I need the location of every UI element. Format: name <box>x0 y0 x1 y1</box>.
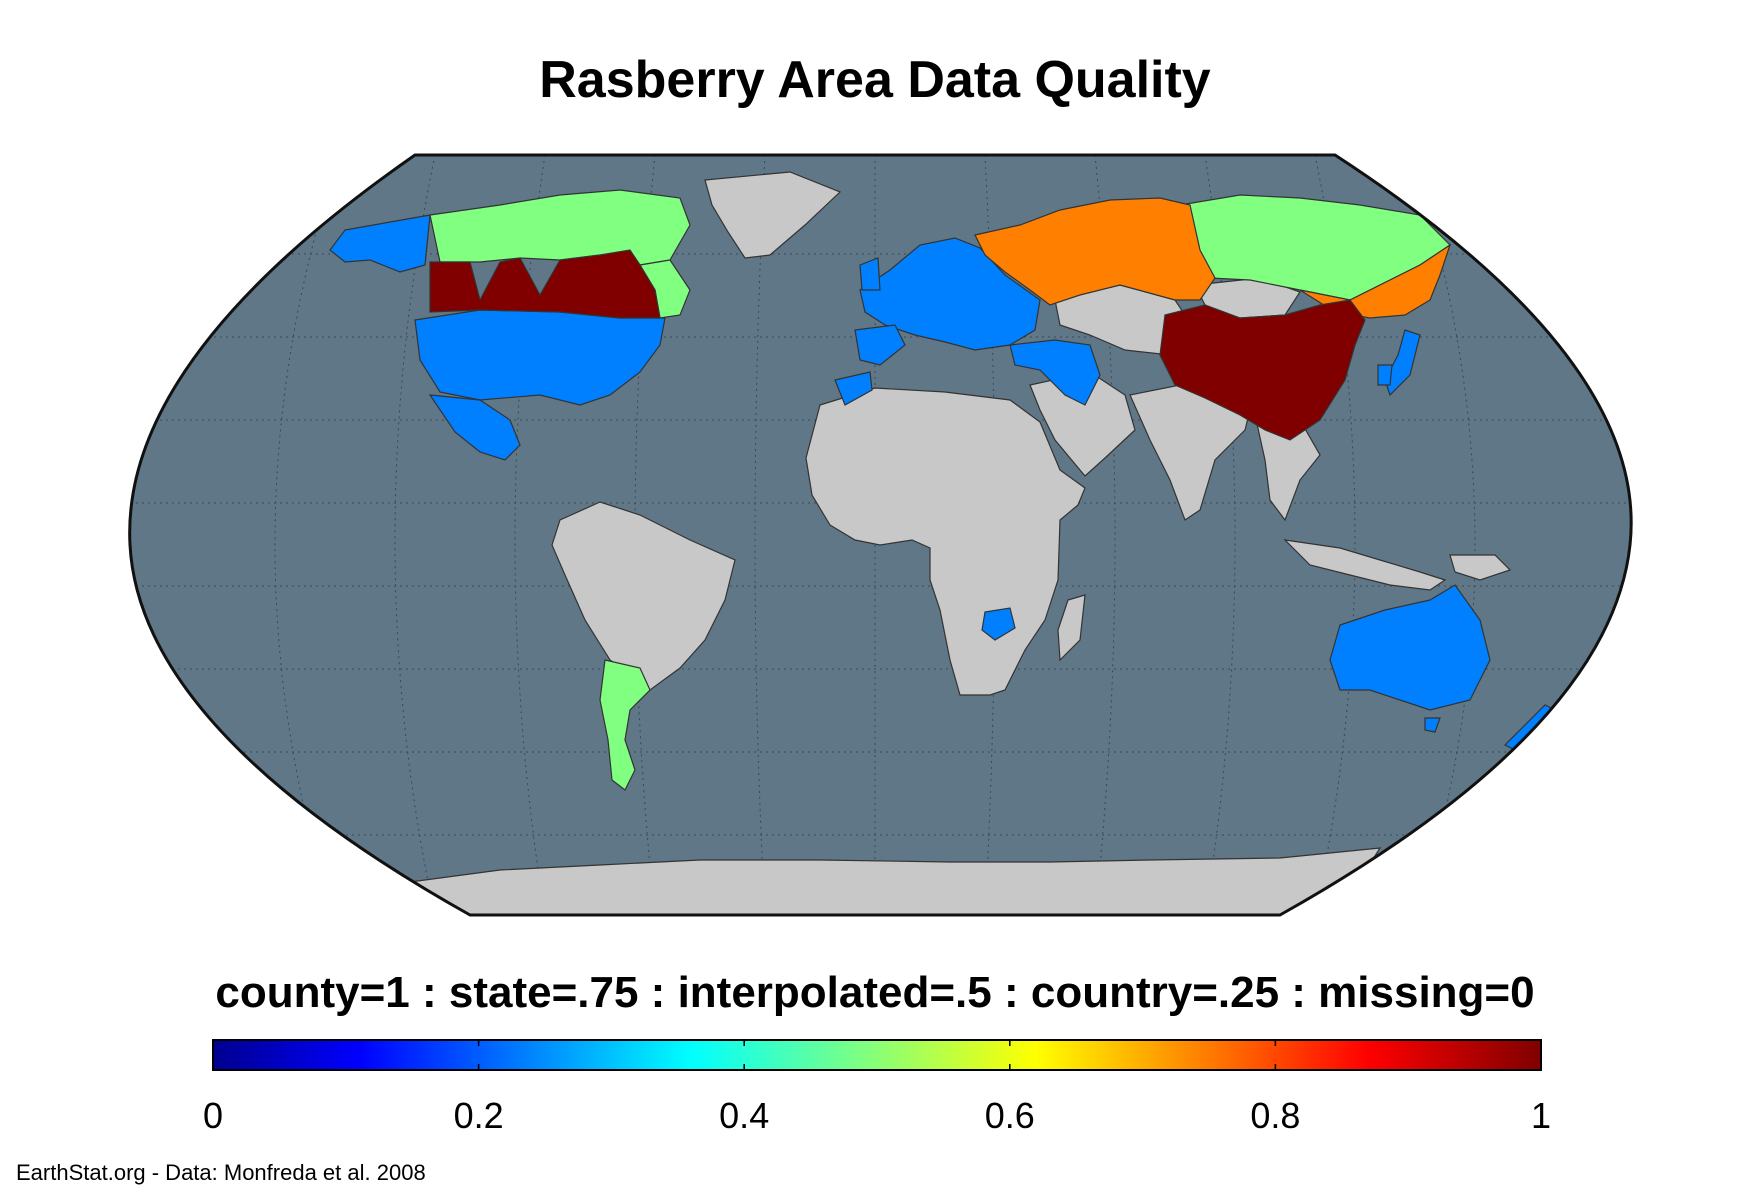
colorbar-tick-0-4: 0.4 <box>719 1095 770 1136</box>
mexico <box>428 394 521 461</box>
land-state <box>974 197 1452 319</box>
argentina <box>599 659 651 791</box>
turkey-iran <box>1009 339 1101 406</box>
australia <box>1329 584 1491 711</box>
iberia <box>854 324 906 366</box>
indonesia <box>1283 539 1447 591</box>
colorbar-tick-0-2: 0.2 <box>453 1095 504 1136</box>
tasmania <box>1424 717 1441 733</box>
colorbar-tick-0-8: 0.8 <box>1250 1095 1301 1136</box>
africa <box>805 387 1086 696</box>
canada-south <box>429 249 661 319</box>
land-interpolated <box>429 189 1451 791</box>
land-county <box>429 249 1366 441</box>
credit-text: EarthStat.org - Data: Monfreda et al. 20… <box>16 1160 426 1185</box>
morocco <box>834 371 873 406</box>
new-guinea <box>1449 554 1512 581</box>
colorbar-ticks <box>477 1040 1277 1070</box>
south-america <box>551 501 736 691</box>
madagascar <box>1057 594 1086 662</box>
japan <box>1384 329 1421 397</box>
colorbar-tick-0-6: 0.6 <box>984 1095 1035 1136</box>
middle-east <box>1029 371 1136 477</box>
colorbar-tick-1: 1 <box>1530 1095 1552 1136</box>
zimbabwe <box>981 607 1016 641</box>
globe-outline <box>128 153 1633 917</box>
china <box>1159 299 1366 441</box>
greenland <box>704 171 842 259</box>
south-korea <box>1377 364 1393 386</box>
land-country <box>329 214 1561 751</box>
legend-label: county=1 : state=.75 : interpolated=.5 :… <box>215 968 1535 1017</box>
map-title: Rasberry Area Data Quality <box>539 51 1211 109</box>
colorbar-tick-0: 0 <box>202 1095 224 1136</box>
colorbar <box>212 1039 1542 1071</box>
alaska <box>329 214 431 273</box>
russia-west <box>974 197 1216 306</box>
uk <box>859 257 881 291</box>
land-missing <box>408 171 1512 915</box>
